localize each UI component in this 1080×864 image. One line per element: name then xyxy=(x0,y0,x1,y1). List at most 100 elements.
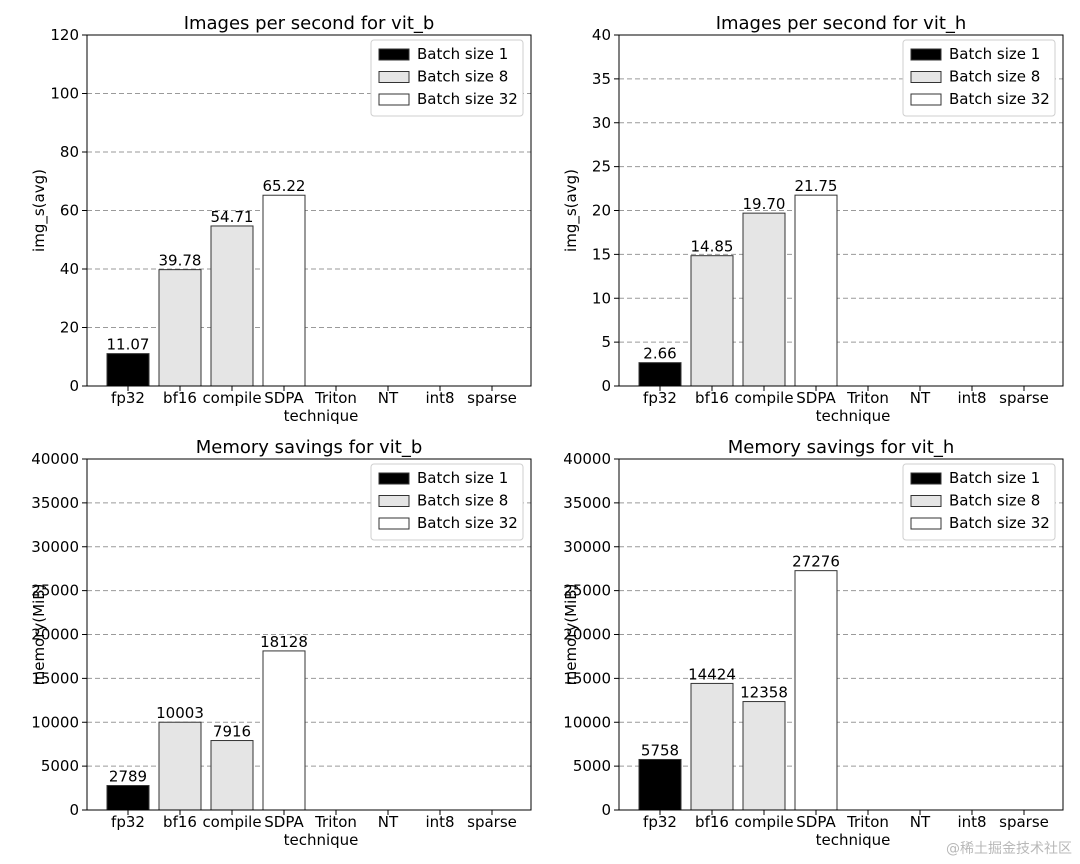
bar-value-label: 12358 xyxy=(740,684,788,702)
y-tick-label: 40 xyxy=(592,26,611,44)
chart-panel-2: 0 5 10 15 20 25 30 35 40 2.66 14.85 19.70 21.75 fp32 b… xyxy=(562,13,1064,425)
legend-label: Batch size 1 xyxy=(949,45,1040,63)
bar xyxy=(794,194,838,387)
x-tick-label: compile xyxy=(202,389,261,407)
x-tick-label: int8 xyxy=(957,389,986,407)
x-tick-label: Triton xyxy=(846,813,889,831)
legend-label: Batch size 1 xyxy=(417,45,508,63)
bar-value-label: 27276 xyxy=(792,553,840,571)
bar xyxy=(106,353,150,387)
x-axis-title: technique xyxy=(284,407,359,425)
y-tick-label: 20000 xyxy=(31,626,79,644)
bar-value-label: 54.71 xyxy=(211,208,254,226)
bar xyxy=(690,255,734,387)
chart-title: Images per second for vit_b xyxy=(184,13,435,34)
y-tick-label: 25 xyxy=(592,158,611,176)
chart-title: Memory savings for vit_h xyxy=(728,437,955,458)
legend-label: Batch size 8 xyxy=(417,492,508,510)
x-tick-label: compile xyxy=(734,813,793,831)
x-tick-label: NT xyxy=(378,813,399,831)
y-tick-label: 15000 xyxy=(31,669,79,687)
legend-label: Batch size 8 xyxy=(417,68,508,86)
x-tick-label: bf16 xyxy=(163,813,197,831)
x-axis-title: technique xyxy=(816,407,891,425)
legend: Batch size 1 Batch size 8 Batch size 32 xyxy=(370,39,524,117)
y-tick-label: 10000 xyxy=(563,713,611,731)
bar-value-label: 19.70 xyxy=(743,195,786,213)
bar xyxy=(210,740,254,811)
bar-value-label: 2789 xyxy=(109,768,147,786)
y-tick-label: 5000 xyxy=(41,757,79,775)
x-tick-label: Triton xyxy=(846,389,889,407)
y-tick-label: 80 xyxy=(60,143,79,161)
bar-value-label: 39.78 xyxy=(159,252,202,270)
legend-swatch xyxy=(910,495,942,507)
bar-value-label: 14.85 xyxy=(691,238,734,256)
y-tick-label: 0 xyxy=(601,801,611,819)
legend-swatch xyxy=(378,48,410,61)
chart-panel-4: 0 5000 10000 15000 20000 25000 30000 35000 40000… xyxy=(562,437,1064,849)
x-tick-label: bf16 xyxy=(695,813,729,831)
bar xyxy=(742,701,786,811)
y-tick-label: 35000 xyxy=(563,494,611,512)
x-tick-label: int8 xyxy=(957,813,986,831)
legend-swatch xyxy=(378,71,410,83)
x-tick-label: sparse xyxy=(999,813,1049,831)
x-tick-label: sparse xyxy=(467,389,517,407)
y-tick-label: 40 xyxy=(60,260,79,278)
bar xyxy=(794,570,838,811)
x-tick-label: fp32 xyxy=(643,813,677,831)
chart-panel-1: 0 20 40 60 80 100 120 11.07 39.78 54.71 65.22 fp32 b… xyxy=(30,13,532,425)
x-tick-label: Triton xyxy=(314,389,357,407)
bar xyxy=(106,785,150,811)
legend-label: Batch size 8 xyxy=(949,492,1040,510)
y-tick-label: 15000 xyxy=(563,669,611,687)
bar xyxy=(742,212,786,387)
y-tick-label: 10 xyxy=(592,289,611,307)
legend-swatch xyxy=(378,93,410,106)
y-tick-label: 0 xyxy=(601,377,611,395)
legend-swatch xyxy=(378,472,410,485)
y-axis-title: img_s(avg) xyxy=(562,169,581,252)
bar-value-label: 5758 xyxy=(641,741,679,759)
legend-label: Batch size 32 xyxy=(949,514,1050,532)
x-tick-label: int8 xyxy=(425,389,454,407)
y-tick-label: 35000 xyxy=(31,494,79,512)
y-tick-label: 100 xyxy=(50,85,79,103)
legend-swatch xyxy=(910,517,942,530)
chart-panel-3: 0 5000 10000 15000 20000 25000 30000 35000 40000… xyxy=(30,437,532,849)
y-axis-title: memory(MiB) xyxy=(562,584,580,686)
y-axis-title: img_s(avg) xyxy=(30,169,49,252)
axes-frame xyxy=(86,458,532,811)
legend-swatch xyxy=(378,517,410,530)
x-tick-label: fp32 xyxy=(111,813,145,831)
x-tick-label: Triton xyxy=(314,813,357,831)
legend-label: Batch size 1 xyxy=(417,469,508,487)
x-tick-label: fp32 xyxy=(111,389,145,407)
bar xyxy=(262,650,306,811)
bar-value-label: 21.75 xyxy=(795,177,838,195)
y-tick-label: 120 xyxy=(50,26,79,44)
y-tick-label: 0 xyxy=(69,801,79,819)
legend-swatch xyxy=(378,495,410,507)
x-tick-label: SDPA xyxy=(264,389,304,407)
legend-swatch xyxy=(910,48,942,61)
x-tick-label: SDPA xyxy=(264,813,304,831)
y-tick-label: 5 xyxy=(601,333,611,351)
x-tick-label: bf16 xyxy=(695,389,729,407)
x-axis-title: technique xyxy=(816,831,891,849)
x-tick-label: int8 xyxy=(425,813,454,831)
bar-value-label: 65.22 xyxy=(263,177,306,195)
bar xyxy=(690,682,734,811)
bar xyxy=(638,758,682,811)
x-axis-title: technique xyxy=(284,831,359,849)
y-tick-label: 30000 xyxy=(563,538,611,556)
y-tick-label: 40000 xyxy=(31,450,79,468)
watermark: @稀土掘金技术社区 xyxy=(946,841,1072,857)
legend-swatch xyxy=(910,472,942,485)
bar xyxy=(158,721,202,811)
y-tick-label: 20 xyxy=(592,202,611,220)
legend-label: Batch size 1 xyxy=(949,469,1040,487)
y-tick-label: 20000 xyxy=(563,626,611,644)
